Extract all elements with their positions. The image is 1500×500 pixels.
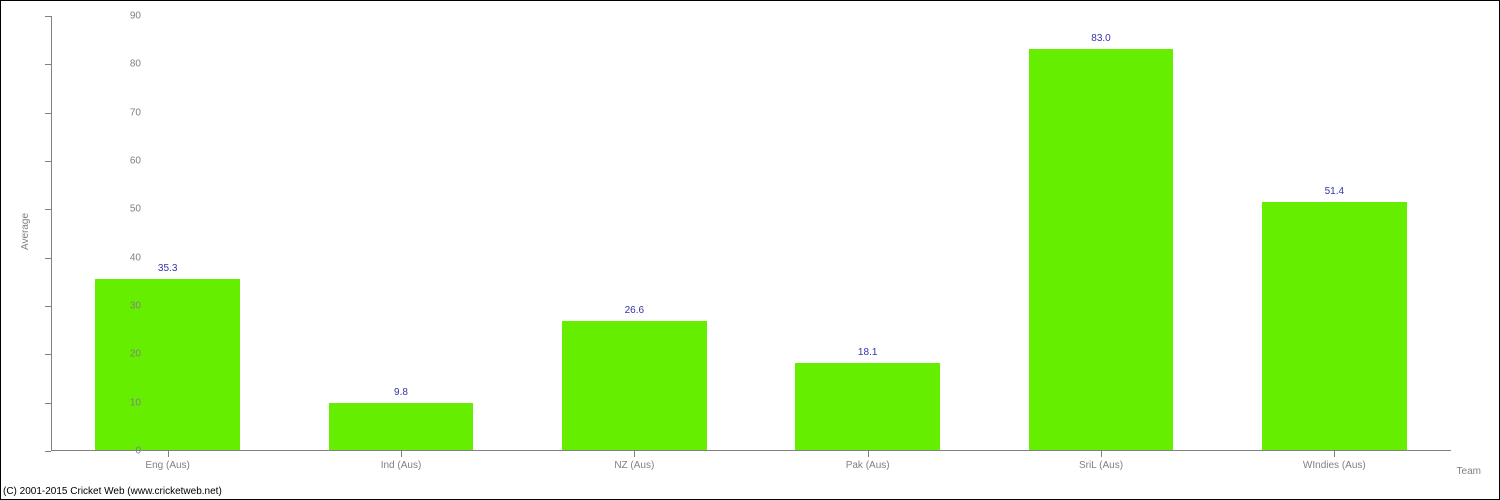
y-tick: [45, 451, 51, 452]
x-axis-title: Team: [1457, 466, 1481, 477]
bar: [1262, 202, 1407, 450]
y-tick: [45, 16, 51, 17]
y-axis-title: Average: [20, 213, 31, 250]
bar: [329, 403, 474, 450]
bar-value-label: 83.0: [1091, 33, 1110, 44]
y-axis: [51, 16, 52, 451]
x-tick: [1334, 451, 1335, 457]
y-tick-label: 90: [130, 11, 141, 22]
y-tick-label: 80: [130, 59, 141, 70]
y-tick: [45, 306, 51, 307]
y-tick: [45, 403, 51, 404]
y-tick-label: 60: [130, 156, 141, 167]
bar: [562, 321, 707, 450]
x-tick: [868, 451, 869, 457]
bar: [1029, 49, 1174, 450]
bar-value-label: 35.3: [158, 263, 177, 274]
plot-area: Eng (Aus)Ind (Aus)NZ (Aus)Pak (Aus)SriL …: [51, 16, 1451, 451]
y-tick-label: 70: [130, 107, 141, 118]
bar-value-label: 18.1: [858, 347, 877, 358]
bar-value-label: 51.4: [1325, 186, 1344, 197]
y-tick: [45, 258, 51, 259]
x-tick-label: WIndies (Aus): [1303, 460, 1366, 471]
bar-value-label: 26.6: [625, 305, 644, 316]
y-tick: [45, 113, 51, 114]
y-tick: [45, 354, 51, 355]
y-tick-label: 50: [130, 204, 141, 215]
bar: [795, 363, 940, 450]
x-tick: [401, 451, 402, 457]
y-tick-label: 10: [130, 397, 141, 408]
y-tick-label: 20: [130, 349, 141, 360]
copyright-text: (C) 2001-2015 Cricket Web (www.cricketwe…: [3, 486, 222, 497]
x-tick-label: Ind (Aus): [381, 460, 422, 471]
x-tick: [168, 451, 169, 457]
x-tick: [1101, 451, 1102, 457]
x-tick-label: Pak (Aus): [846, 460, 890, 471]
y-tick: [45, 209, 51, 210]
x-axis: [51, 450, 1451, 451]
chart-container: Eng (Aus) Ind (Aus) NZ (Aus) Pak (Aus) SriL …: [0, 0, 1500, 500]
x-tick-label: SriL (Aus): [1079, 460, 1123, 471]
y-tick-label: 0: [135, 446, 141, 457]
bar-value-label: 9.8: [394, 387, 408, 398]
y-tick-label: 30: [130, 301, 141, 312]
x-tick: [634, 451, 635, 457]
x-tick-label: NZ (Aus): [614, 460, 654, 471]
y-tick-label: 40: [130, 252, 141, 263]
y-tick: [45, 161, 51, 162]
bar: [95, 279, 240, 450]
x-tick-label: Eng (Aus): [145, 460, 189, 471]
y-tick: [45, 64, 51, 65]
